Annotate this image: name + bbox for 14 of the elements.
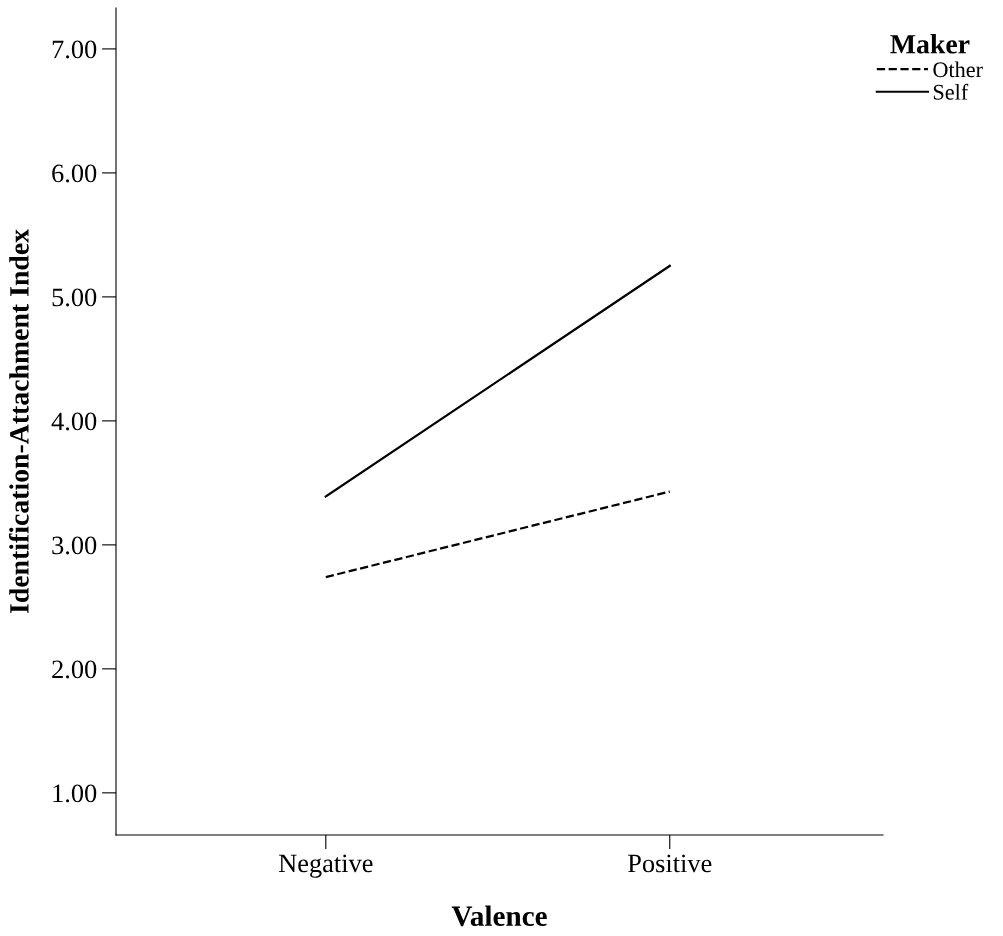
x-axis-title: Valence <box>451 905 547 927</box>
y-tick-label: 4.00 <box>51 412 97 431</box>
y-tick-label: 1.00 <box>53 784 97 803</box>
y-axis-title: Identification-Attachment Index <box>8 229 29 614</box>
y-tick-label: 6.00 <box>52 164 97 183</box>
legend-label: Other <box>933 61 983 78</box>
legend-title: Maker <box>890 34 970 54</box>
y-tick-label: 2.00 <box>52 660 97 679</box>
x-tick-label: Negative <box>278 854 373 878</box>
y-tick-label: 3.00 <box>52 536 97 555</box>
y-tick-label: 5.00 <box>52 288 97 307</box>
x-tick-label: Positive <box>627 854 712 873</box>
legend-label: Self <box>933 83 969 100</box>
y-tick-label: 7.00 <box>52 40 97 59</box>
